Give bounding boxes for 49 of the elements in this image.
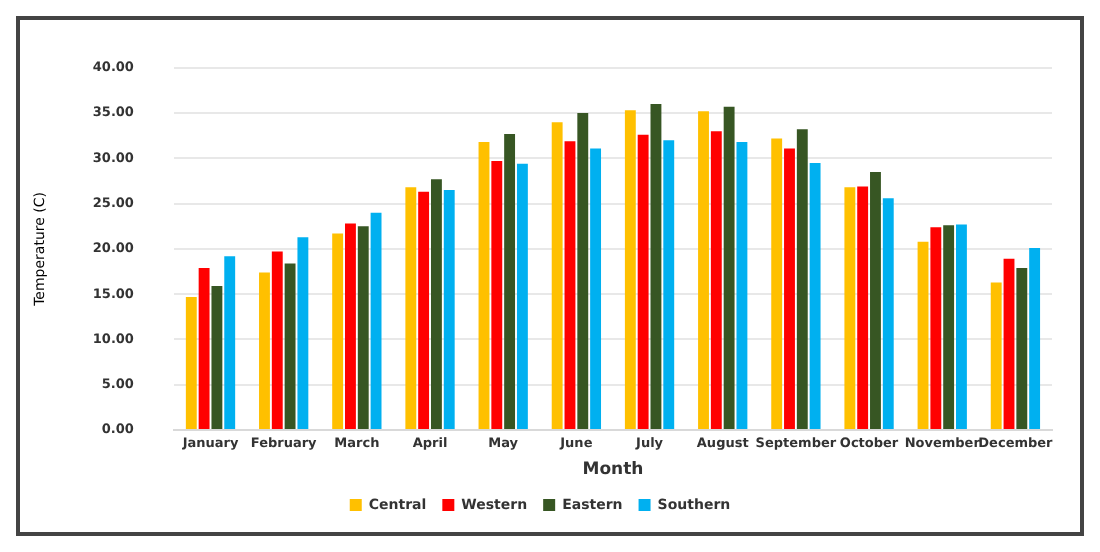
- bar: [357, 226, 369, 429]
- bar: [345, 223, 356, 429]
- bar: [990, 282, 1002, 429]
- bar: [211, 286, 223, 429]
- bar: [698, 111, 709, 429]
- bar: [637, 134, 649, 429]
- bar: [809, 162, 821, 429]
- bar: [736, 142, 748, 429]
- bar: [259, 272, 270, 429]
- bar: [284, 263, 296, 429]
- bar: [478, 142, 490, 429]
- bar: [1016, 267, 1028, 429]
- bar: [577, 113, 589, 429]
- bar: [224, 256, 236, 429]
- bar: [771, 138, 783, 429]
- bar: [516, 163, 528, 429]
- bar: [663, 140, 675, 429]
- bar: [624, 110, 636, 429]
- bar: [564, 141, 576, 429]
- bar: [185, 296, 197, 429]
- bar: [198, 267, 210, 429]
- bar: [590, 148, 602, 429]
- bar: [917, 241, 929, 429]
- bar: [870, 171, 881, 429]
- bar: [723, 106, 735, 429]
- bar: [796, 129, 808, 429]
- bar: [1003, 258, 1015, 429]
- bar: [943, 225, 955, 429]
- bar: [930, 227, 942, 429]
- bar: [1029, 247, 1041, 429]
- bar: [710, 131, 722, 429]
- bar: [844, 187, 856, 429]
- bar: [784, 148, 795, 429]
- bar: [491, 161, 503, 429]
- bar: [551, 122, 563, 429]
- bar: [405, 187, 417, 429]
- bar: [418, 191, 430, 429]
- bar: [882, 198, 894, 429]
- bar: [443, 190, 455, 429]
- bar: [504, 133, 516, 429]
- bar: [370, 212, 382, 429]
- bar: [297, 237, 309, 429]
- bar: [271, 251, 283, 429]
- bar: [650, 104, 662, 429]
- bar: [332, 233, 344, 429]
- bar: [430, 179, 442, 429]
- bar: [956, 224, 967, 429]
- x-axis-title: Month: [582, 460, 644, 481]
- bar: [857, 186, 869, 429]
